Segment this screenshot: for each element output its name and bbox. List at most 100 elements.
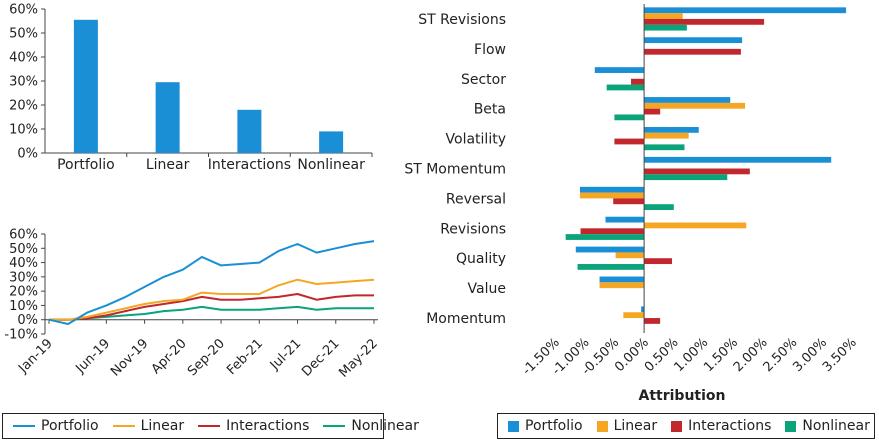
hbar-sector-nonlinear [606,84,645,91]
hbar-quality-nonlinear [577,264,645,270]
hbar-revisions-nonlinear [565,234,645,240]
line-chart-x-tick-label: Jun-19 [72,336,113,377]
hbar-volatility-linear [644,132,689,139]
line-chart-x-tick-label: Nov-19 [108,336,151,379]
category-label-st-momentum: ST Momentum [404,162,506,178]
line-chart-x-tick-label: May-22 [336,336,380,380]
legend-label: Nonlinear [802,418,870,434]
legend-label: Interactions [688,418,772,434]
bar-chart-y-tick-label: 20% [9,99,38,114]
bar-portfolio [73,19,98,153]
legend-item-linear: Linear [596,418,658,434]
bar-chart-y-tick-label: 40% [9,51,38,66]
category-label-value: Value [468,281,506,297]
legend-label: Nonlinear [351,418,419,434]
bar-nonlinear [319,131,344,153]
legend-swatch-nonlinear [323,425,346,427]
legend-swatch-linear [112,425,135,427]
category-label-quality: Quality [456,251,506,267]
hbar-st-momentum-portfolio [644,156,832,163]
category-label-revisions: Revisions [440,221,506,237]
line-chart-y-tick-label: -10% [4,328,38,343]
bar-chart-y-tick-label: 50% [9,27,38,42]
hbar-revisions-linear [644,222,747,229]
hbar-value-portfolio [599,276,645,283]
line-series-linear [49,278,375,321]
category-label-momentum: Momentum [426,311,506,327]
category-label-flow: Flow [474,42,506,58]
line-chart-y-tick-label: 60% [9,228,38,243]
line-chart-legend: Portfolio Linear Interactions Nonlinear [2,413,419,439]
hbar-beta-interactions [644,108,661,115]
hbar-beta-nonlinear [614,114,645,121]
bar-chart-x-tick-label: Portfolio [57,157,115,173]
hbar-revisions-portfolio [605,216,645,223]
legend-item-interactions: Interactions [671,418,771,434]
bar-chart-y-tick-label: 30% [9,75,38,90]
hbar-st-momentum-interactions [644,168,750,175]
hbar-sector-interactions [631,78,645,85]
bar-chart-x-tick-label: Linear [146,157,190,173]
attribution-x-axis-title: Attribution [639,388,726,404]
legend-label: Linear [613,418,658,434]
line-chart-y-tick-label: 30% [9,270,38,285]
category-label-volatility: Volatility [446,132,506,148]
legend-item-nonlinear: Nonlinear [785,418,870,434]
legend-swatch-interactions [198,425,221,427]
line-chart-y-tick-label: 50% [9,242,38,257]
legend-label: Portfolio [41,418,99,434]
hbar-volatility-nonlinear [644,144,685,151]
hbar-beta-linear [644,102,746,109]
bar-chart-y-tick-label: 60% [9,3,38,18]
hbar-momentum-linear [623,312,645,319]
legend-swatch-portfolio [13,425,35,427]
legend-label: Linear [140,418,185,434]
legend-item-nonlinear: Nonlinear [323,418,419,434]
line-chart-y-tick-label: 40% [9,256,38,271]
line-chart-x-tick-label: Apr-20 [149,336,190,377]
legend-item-portfolio: Portfolio [508,418,583,434]
category-label-beta: Beta [474,102,506,118]
line-chart-y-tick-label: 0% [17,313,38,328]
hbar-reversal-linear [579,192,645,199]
hbar-flow-portfolio [644,37,743,44]
bar-chart-y-tick-label: 0% [17,147,38,162]
line-series-interactions [49,293,374,321]
legend-label: Portfolio [525,418,583,434]
hbar-quality-interactions [644,258,673,265]
hbar-momentum-portfolio [641,306,645,313]
hbar-st-momentum-nonlinear [644,174,728,181]
line-series-nonlinear [49,305,374,321]
category-label-sector: Sector [461,72,506,88]
hbar-volatility-portfolio [644,126,699,133]
bar-interactions [237,109,262,153]
legend-swatch-interactions [671,420,683,432]
hbar-st-revisions-portfolio [644,7,847,14]
hbar-sector-portfolio [594,67,645,73]
legend-item-interactions: Interactions [198,418,309,434]
legend-swatch-linear [596,420,608,432]
line-series-portfolio [48,240,375,325]
legend-item-linear: Linear [112,418,185,434]
line-chart-y-tick-label: 20% [9,285,38,300]
hbar-flow-interactions [644,48,741,55]
hbar-momentum-interactions [644,318,661,324]
line-chart-x-tick-label: Sep-20 [185,336,228,379]
hbar-beta-portfolio [644,97,731,103]
hbar-revisions-interactions [580,228,645,235]
hbar-value-linear [599,282,645,289]
line-chart-x-tick-label: Feb-21 [224,336,266,378]
category-label-st-revisions: ST Revisions [418,12,506,28]
attribution-chart-legend: Portfolio Linear Interactions Nonlinear [497,413,875,439]
bar-chart-y-tick-label: 10% [9,123,38,138]
hbar-reversal-interactions [613,198,645,205]
hbar-quality-portfolio [575,246,645,253]
line-chart-x-tick-label: Jul-21 [267,336,304,373]
line-chart-x-tick-label: Dec-21 [299,336,342,379]
hbar-volatility-interactions [614,138,645,145]
hbar-st-revisions-interactions [644,18,765,25]
legend-swatch-portfolio [508,420,519,432]
attribution-x-tick-label: 3.50% [820,335,860,375]
hbar-reversal-nonlinear [644,204,674,211]
